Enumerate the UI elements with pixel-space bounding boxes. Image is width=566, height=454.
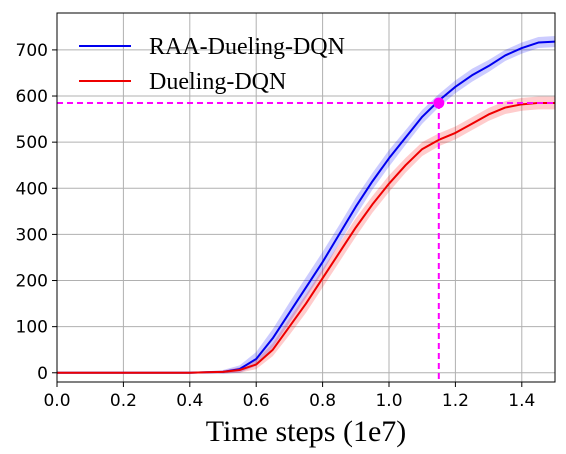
annotation-guides (57, 97, 555, 382)
x-tick-label: 0.8 (309, 391, 336, 411)
intersection-marker (433, 97, 445, 109)
y-axis-ticks: 0 100 200 300 400 500 600 700 (16, 41, 57, 384)
y-tick-label: 700 (16, 41, 48, 61)
x-tick-label: 0.0 (43, 391, 70, 411)
y-tick-label: 100 (16, 318, 48, 338)
y-tick-label: 500 (16, 133, 48, 153)
legend-label-0: RAA-Dueling-DQN (149, 34, 345, 60)
confidence-bands (57, 36, 555, 374)
x-tick-label: 1.0 (375, 391, 402, 411)
x-axis-title: Time steps (1e7) (206, 415, 407, 448)
plot-frame (56, 12, 556, 383)
grid-lines (56, 13, 555, 382)
x-axis-ticks: 0.0 0.2 0.4 0.6 0.8 1.0 1.2 1.4 (43, 382, 535, 411)
y-tick-label: 0 (37, 364, 48, 384)
y-tick-label: 600 (16, 87, 48, 107)
series-line-1 (57, 101, 555, 374)
y-tick-label: 300 (16, 225, 48, 245)
x-tick-label: 1.4 (508, 391, 535, 411)
y-tick-label: 400 (16, 179, 48, 199)
x-tick-label: 0.4 (176, 391, 203, 411)
y-tick-label: 200 (16, 272, 48, 292)
x-tick-label: 1.2 (442, 391, 469, 411)
x-tick-label: 0.6 (243, 391, 270, 411)
series-lines (57, 40, 556, 374)
legend: RAA-Dueling-DQN Dueling-DQN (79, 34, 345, 95)
series-band-0 (57, 36, 555, 374)
x-tick-label: 0.2 (110, 391, 137, 411)
series-line-0 (57, 40, 556, 374)
legend-label-1: Dueling-DQN (149, 69, 286, 95)
